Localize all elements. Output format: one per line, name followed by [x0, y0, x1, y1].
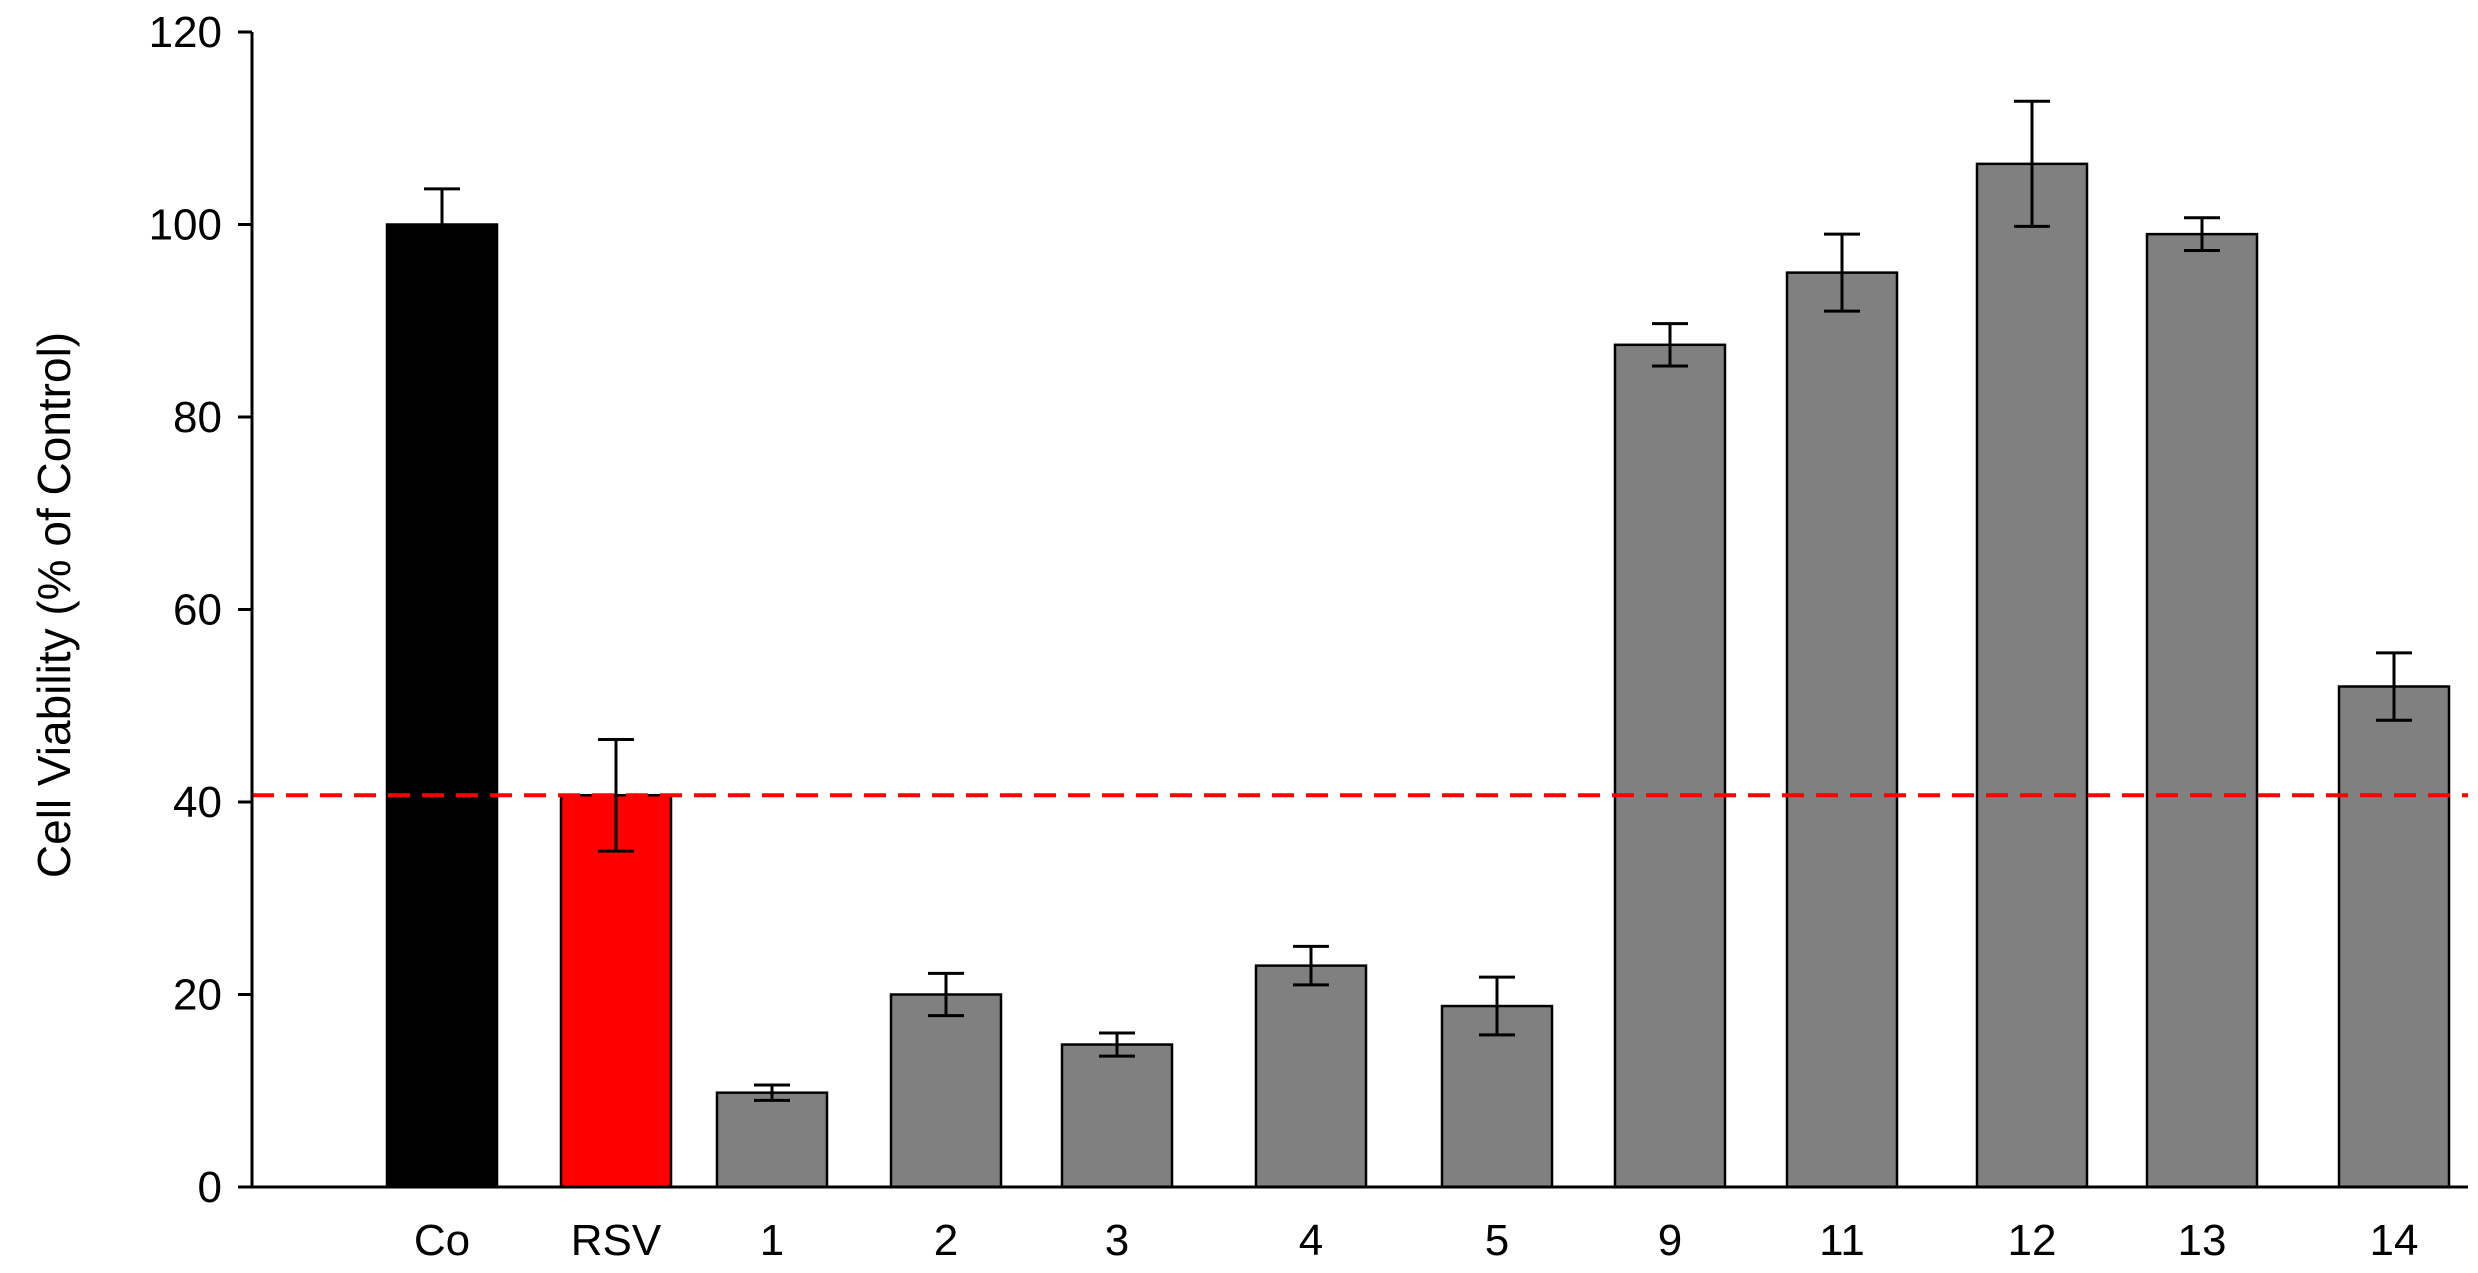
bar-12	[1975, 162, 2089, 1189]
error-bars-group	[424, 99, 2412, 1102]
bar-rsv	[559, 794, 673, 1189]
x-tick-label-5: 5	[1485, 1216, 1509, 1265]
y-tick-label: 0	[198, 1163, 222, 1212]
x-tick-label-rsv: RSV	[571, 1216, 662, 1265]
y-tick-label: 120	[149, 8, 222, 57]
x-tick-label-4: 4	[1299, 1216, 1323, 1265]
x-tick-label-3: 3	[1105, 1216, 1129, 1265]
x-tick-label-14: 14	[2370, 1216, 2419, 1265]
x-tick-label-co: Co	[414, 1216, 470, 1265]
y-tick-label: 100	[149, 201, 222, 250]
bars-group	[385, 162, 2451, 1189]
bar-co	[385, 223, 499, 1189]
x-tick-label-2: 2	[934, 1216, 958, 1265]
x-tick-label-12: 12	[2008, 1216, 2057, 1265]
y-tick-label: 80	[173, 393, 222, 442]
y-tick-label: 20	[173, 971, 222, 1020]
bar-2	[889, 993, 1003, 1189]
y-ticks-group: 0 20 40 60 80 100 120	[149, 8, 252, 1212]
y-tick-label: 40	[173, 778, 222, 827]
bar-1	[715, 1091, 829, 1189]
bar-3	[1060, 1043, 1174, 1189]
bar-13	[2145, 232, 2259, 1189]
x-labels-group: Co RSV 1 2 3 4 5 9 11 12 13 14	[414, 1216, 2419, 1265]
x-tick-label-9: 9	[1658, 1216, 1682, 1265]
x-tick-label-13: 13	[2178, 1216, 2227, 1265]
bar-4	[1254, 964, 1368, 1189]
bar-11	[1785, 271, 1899, 1189]
x-tick-label-11: 11	[1819, 1216, 1865, 1265]
x-tick-label-1: 1	[760, 1216, 784, 1265]
y-tick-label: 60	[173, 586, 222, 635]
bar-9	[1613, 343, 1727, 1189]
bar-14	[2337, 685, 2451, 1189]
y-axis-title: Cell Viability (% of Control)	[28, 332, 80, 878]
